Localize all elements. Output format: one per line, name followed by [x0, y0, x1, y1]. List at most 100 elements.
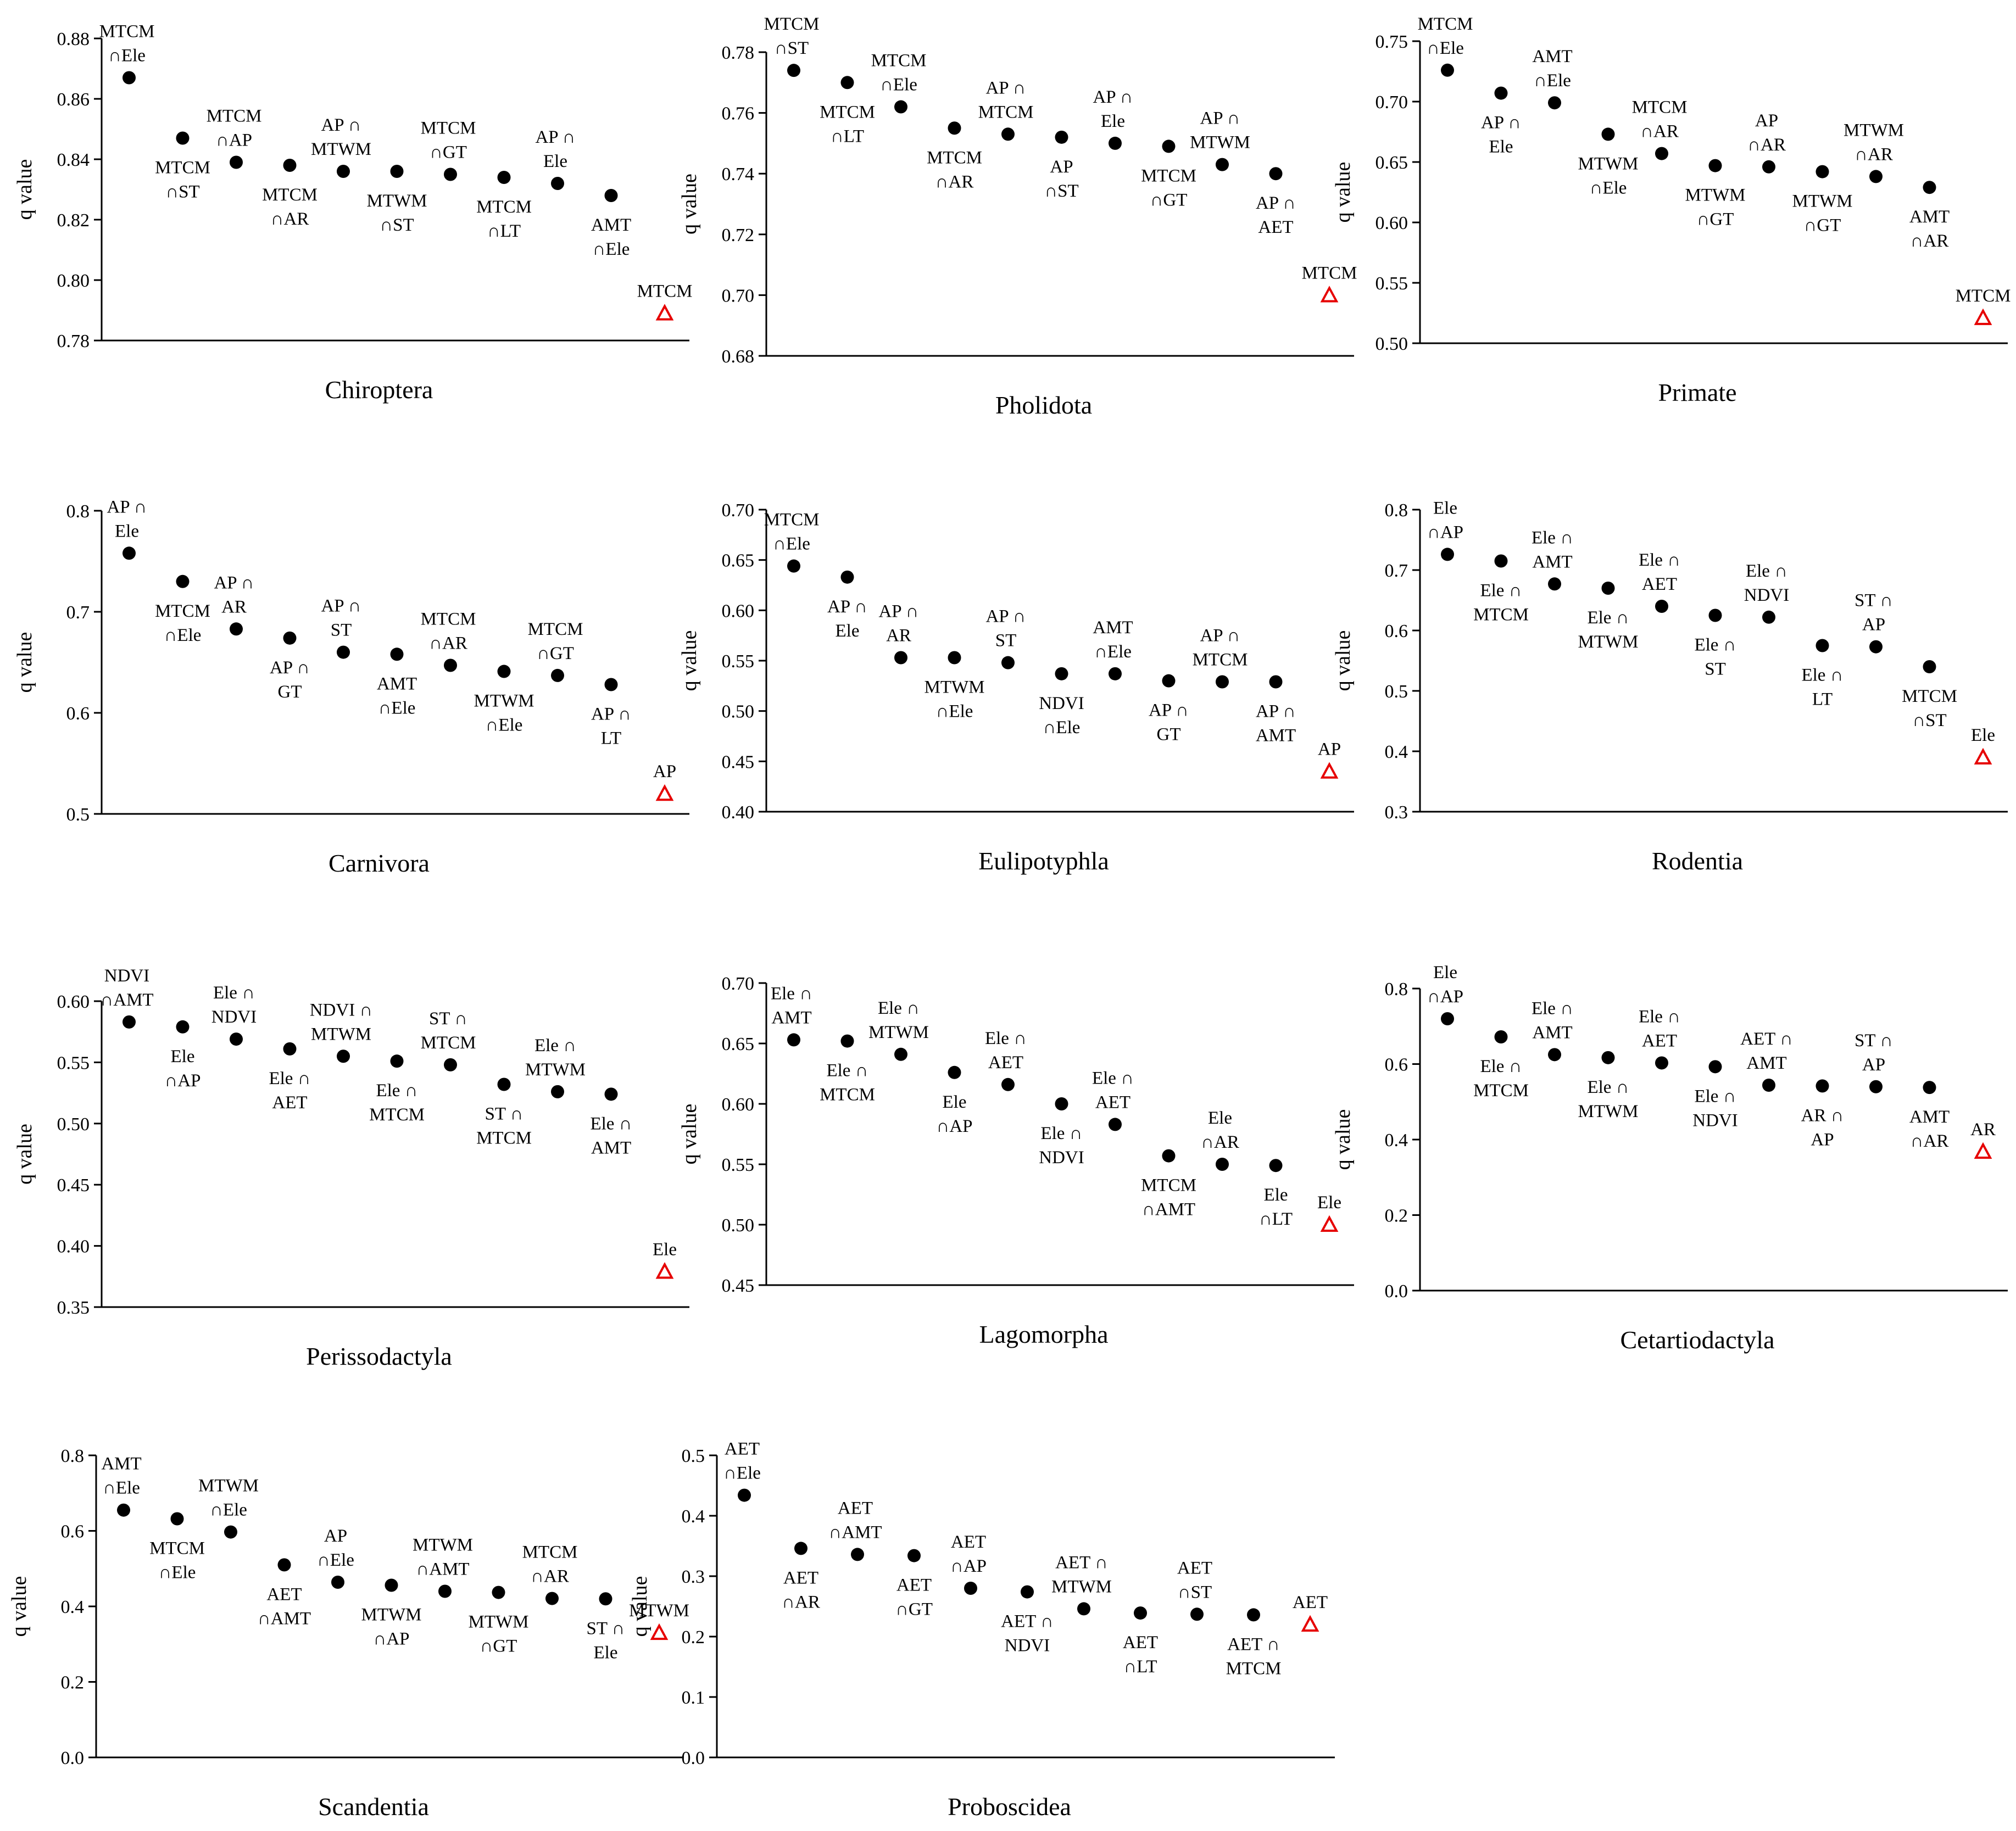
point-label-line: MTWM	[361, 1605, 422, 1625]
point-label: AET ∩ AMT	[1740, 1029, 1793, 1073]
point-label: AET ∩AP	[950, 1532, 987, 1576]
interaction-point	[390, 1054, 404, 1068]
point-label-line: Ele	[1433, 498, 1457, 518]
point-label: AP ∩ AR	[878, 602, 918, 646]
point-label-line: MTCM	[1193, 650, 1248, 670]
point-label-line: AP ∩	[214, 573, 254, 593]
point-label-line: AET ∩	[1055, 1553, 1108, 1572]
point-label-line: LT	[1812, 690, 1833, 710]
interaction-point	[1077, 1602, 1090, 1616]
interaction-point	[1869, 170, 1883, 183]
point-label: Ele ∩ MTWM	[868, 998, 929, 1042]
point-label: MTCM ∩ST	[1902, 686, 1957, 730]
point-label-line: AP	[1862, 615, 1885, 635]
point-label-line: AP	[324, 1526, 347, 1546]
point-label: MTWM ∩AP	[361, 1605, 422, 1649]
point-label: MTCM	[1302, 263, 1357, 283]
point-label-line: AET	[1177, 1558, 1212, 1578]
point-label-line: AET	[838, 1498, 873, 1518]
point-label: AMT ∩Ele	[591, 215, 631, 259]
interaction-point	[283, 1042, 297, 1056]
point-label: Ele ∩ LT	[1801, 666, 1843, 710]
point-label: AP ∩ MTCM	[1193, 626, 1248, 670]
point-label-line: MTWM	[1792, 192, 1853, 211]
point-label: ST ∩ MTCM	[421, 1009, 476, 1053]
point-label-line: AP ∩	[270, 658, 310, 678]
interaction-point	[551, 177, 564, 190]
y-tick-label: 0.7	[66, 602, 90, 623]
y-tick-label: 0.35	[57, 1298, 90, 1318]
point-label: Ele ∩AP	[1427, 498, 1463, 542]
point-label-line: Ele ∩	[1587, 1078, 1629, 1097]
y-tick-label: 0.5	[1385, 682, 1408, 702]
point-label: AET ∩Ele	[723, 1439, 761, 1483]
point-label-line: Ele	[1264, 1185, 1288, 1205]
chart-title: Cetartiodactyla	[1620, 1326, 1775, 1354]
point-label: MTWM ∩Ele	[925, 678, 985, 722]
point-label: Ele ∩ NDVI	[211, 983, 257, 1027]
interaction-point	[444, 658, 457, 672]
interaction-point	[1655, 600, 1668, 613]
interaction-point	[1494, 554, 1508, 568]
interaction-point	[337, 645, 350, 659]
point-label: Ele ∩ AMT	[590, 1114, 632, 1158]
point-label: Ele ∩ AET	[1639, 1007, 1680, 1051]
point-label: AP ∩ST	[1044, 157, 1078, 201]
point-label-line: MTCM	[1956, 286, 2011, 306]
point-label-line: Ele	[943, 1092, 967, 1112]
point-label-line: ∩GT	[537, 644, 574, 663]
interaction-point	[1869, 1080, 1883, 1093]
point-label: AET	[1293, 1593, 1328, 1612]
point-label-line: Ele ∩	[1480, 581, 1522, 601]
point-label-line: Ele ∩	[1639, 1007, 1680, 1026]
interaction-point	[1923, 660, 1936, 673]
interaction-point	[390, 165, 404, 178]
point-label-line: ∩Ele	[1534, 71, 1571, 91]
point-label-line: Ele ∩	[1639, 550, 1680, 570]
point-label-line: AMT	[1256, 726, 1296, 746]
point-label-line: NDVI	[211, 1007, 257, 1027]
point-label: MTWM ∩ST	[367, 191, 427, 235]
point-label-line: AMT	[377, 674, 417, 694]
interaction-point	[1708, 1060, 1722, 1074]
point-label-line: AET	[783, 1568, 818, 1588]
y-tick-label: 0.86	[57, 90, 90, 110]
point-label-line: Ele ∩	[269, 1069, 310, 1088]
point-label: AP ∩ GT	[1149, 701, 1189, 745]
point-label-line: AP ∩	[1149, 701, 1189, 721]
point-label-line: Ele ∩	[213, 983, 255, 1003]
point-label-line: ∩GT	[430, 143, 467, 163]
point-label-line: AET ∩	[1227, 1634, 1280, 1654]
y-axis-label: q value	[8, 1576, 31, 1637]
point-label-line: ∩ST	[1912, 711, 1946, 730]
interaction-point	[551, 668, 564, 682]
point-label-line: AP	[1318, 740, 1341, 760]
chart-title: Perissodactyla	[306, 1342, 452, 1370]
chart-title: Proboscidea	[948, 1793, 1071, 1821]
y-tick-label: 0.55	[722, 651, 755, 672]
single-factor-marker	[655, 304, 674, 321]
point-label: Ele ∩ ST	[1694, 635, 1736, 679]
point-label: Ele ∩AP	[936, 1092, 972, 1136]
point-label-line: MTCM	[522, 1543, 578, 1562]
point-label: Ele ∩ MTCM	[369, 1081, 425, 1125]
interaction-point	[337, 165, 350, 178]
interaction-point	[1269, 167, 1283, 181]
interaction-point	[1269, 1159, 1283, 1173]
interaction-point	[176, 574, 190, 588]
interaction-point	[1548, 1048, 1561, 1062]
point-label-line: AMT	[1532, 47, 1572, 66]
point-label-line: ∩AP	[936, 1117, 972, 1136]
point-label-line: MTCM	[1632, 98, 1688, 118]
point-label-line: MTCM	[1141, 166, 1196, 186]
point-label: NDVI ∩Ele	[1039, 694, 1084, 738]
point-label-line: ∩AR	[782, 1592, 820, 1612]
point-label-line: Ele ∩	[1694, 635, 1736, 655]
y-tick-label: 0.4	[682, 1506, 705, 1527]
y-tick-label: 0.60	[722, 1095, 755, 1115]
interaction-point	[894, 100, 907, 114]
y-tick-label: 0.45	[57, 1175, 90, 1196]
y-tick-label: 0.70	[722, 286, 755, 306]
chart-title: Pholidota	[995, 391, 1092, 419]
